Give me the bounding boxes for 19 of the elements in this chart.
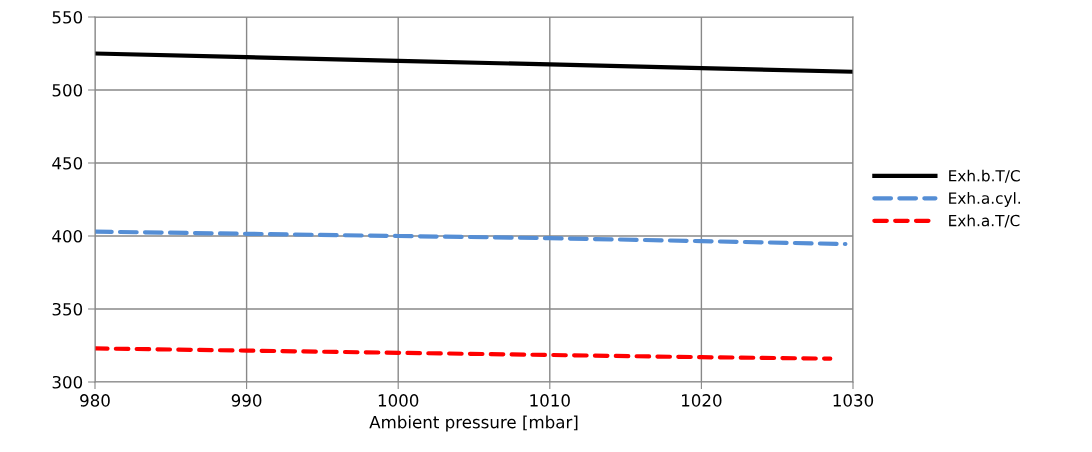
legend-label: Exh.a.cyl. xyxy=(949,192,1021,207)
x-axis-title: Ambient pressure [mbar] xyxy=(369,415,578,432)
y-tick-label: 500 xyxy=(52,83,83,97)
legend-label: Exh.b.T/C xyxy=(949,169,1020,183)
legend-label: Exh.a.T/C xyxy=(949,214,1020,228)
x-tick-label: 1030 xyxy=(833,394,874,407)
y-tick-label: 400 xyxy=(52,229,83,243)
x-tick-label: 990 xyxy=(231,394,262,407)
x-tick-label: 1010 xyxy=(530,394,570,407)
y-tick-label: 550 xyxy=(52,10,83,24)
y-tick-label: 350 xyxy=(52,302,83,316)
line-series xyxy=(95,229,848,247)
x-tick-label: 980 xyxy=(80,394,110,407)
x-tick-label: 1000 xyxy=(378,394,419,407)
line-series xyxy=(95,51,853,74)
y-tick-label: 450 xyxy=(52,156,83,170)
x-tick-label: 1020 xyxy=(682,394,722,407)
y-tick-label: 300 xyxy=(52,375,83,389)
line-series xyxy=(95,346,833,361)
